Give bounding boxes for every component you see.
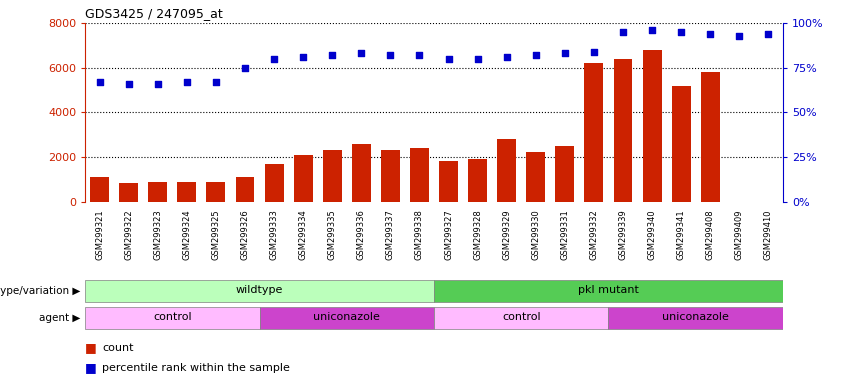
Text: pkl mutant: pkl mutant bbox=[578, 285, 639, 295]
Point bbox=[238, 65, 252, 71]
Bar bbox=[85, 280, 434, 302]
Point bbox=[704, 31, 717, 37]
Bar bbox=[700, 72, 720, 202]
Text: uniconazole: uniconazole bbox=[662, 312, 729, 322]
Text: wildtype: wildtype bbox=[236, 285, 283, 295]
Point bbox=[151, 81, 164, 87]
Bar bbox=[585, 63, 603, 202]
Point bbox=[122, 81, 135, 87]
Bar bbox=[614, 59, 632, 202]
Bar bbox=[294, 155, 312, 202]
Bar bbox=[434, 306, 608, 329]
Bar bbox=[90, 177, 109, 202]
Point bbox=[529, 52, 543, 58]
Text: percentile rank within the sample: percentile rank within the sample bbox=[102, 362, 290, 373]
Point bbox=[500, 54, 513, 60]
Text: genotype/variation ▶: genotype/variation ▶ bbox=[0, 286, 81, 296]
Point bbox=[267, 56, 281, 62]
Bar bbox=[439, 161, 458, 202]
Text: control: control bbox=[502, 312, 540, 322]
Bar bbox=[148, 182, 168, 202]
Point bbox=[587, 48, 601, 55]
Bar bbox=[351, 144, 371, 202]
Bar bbox=[468, 159, 487, 202]
Text: control: control bbox=[153, 312, 191, 322]
Point bbox=[180, 79, 194, 85]
Text: GDS3425 / 247095_at: GDS3425 / 247095_at bbox=[85, 7, 223, 20]
Bar bbox=[207, 182, 226, 202]
Point bbox=[471, 56, 484, 62]
Text: agent ▶: agent ▶ bbox=[39, 313, 81, 323]
Bar bbox=[323, 150, 342, 202]
Bar bbox=[410, 148, 429, 202]
Bar bbox=[434, 280, 783, 302]
Bar bbox=[265, 164, 283, 202]
Point bbox=[93, 79, 106, 85]
Point bbox=[558, 50, 572, 56]
Bar bbox=[671, 86, 691, 202]
Point bbox=[355, 50, 368, 56]
Bar bbox=[608, 306, 783, 329]
Bar bbox=[260, 306, 434, 329]
Bar bbox=[85, 306, 260, 329]
Point bbox=[384, 52, 397, 58]
Point bbox=[762, 31, 775, 37]
Point bbox=[442, 56, 455, 62]
Text: uniconazole: uniconazole bbox=[313, 312, 380, 322]
Bar bbox=[236, 177, 254, 202]
Bar bbox=[556, 146, 574, 202]
Bar bbox=[119, 183, 138, 202]
Point bbox=[674, 29, 688, 35]
Bar bbox=[381, 150, 400, 202]
Point bbox=[413, 52, 426, 58]
Bar bbox=[643, 50, 661, 202]
Bar bbox=[177, 182, 197, 202]
Point bbox=[296, 54, 310, 60]
Text: ■: ■ bbox=[85, 341, 97, 354]
Point bbox=[733, 33, 746, 39]
Point bbox=[616, 29, 630, 35]
Point bbox=[645, 27, 659, 33]
Bar bbox=[497, 139, 517, 202]
Point bbox=[209, 79, 223, 85]
Text: ■: ■ bbox=[85, 361, 97, 374]
Point bbox=[325, 52, 339, 58]
Text: count: count bbox=[102, 343, 134, 353]
Bar bbox=[526, 152, 545, 202]
